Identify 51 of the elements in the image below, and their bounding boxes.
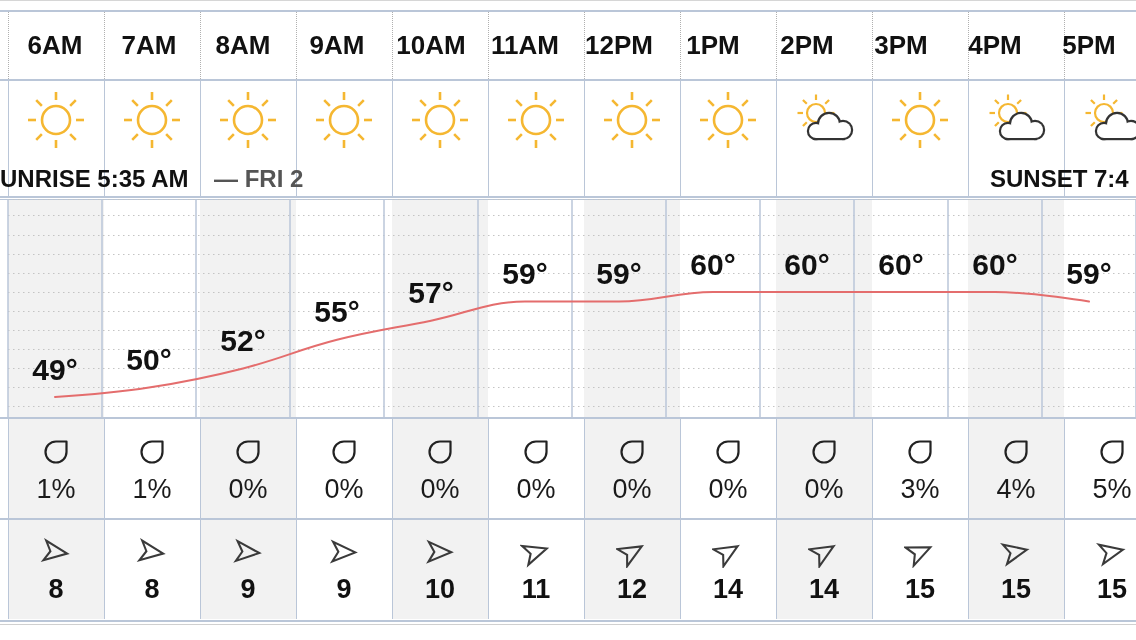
data-label: 11	[520, 574, 552, 604]
text: — FRI 2	[214, 165, 304, 192]
data-label: 0%	[611, 474, 653, 504]
data-label: 60°	[972, 247, 1018, 281]
data-label: 59°	[502, 257, 548, 291]
data-label: 49°	[32, 352, 78, 386]
data-label: 0%	[323, 474, 365, 504]
data-label: 52°	[220, 323, 266, 357]
text: UNRISE 5:35 AM	[0, 165, 189, 192]
x-tick-label: 3PM	[874, 30, 928, 60]
data-label: 15	[903, 574, 936, 604]
data-label: 0%	[419, 474, 461, 504]
data-label: 9	[335, 574, 353, 604]
data-label: 0%	[227, 474, 269, 504]
x-tick-label: 5PM	[1062, 30, 1116, 60]
data-label: 50°	[126, 343, 172, 376]
x-tick-label: 4PM	[968, 30, 1022, 60]
data-label: 1%	[131, 474, 173, 504]
data-label: 8	[143, 574, 161, 604]
data-label: 60°	[784, 247, 830, 281]
data-label: 8	[47, 574, 65, 604]
data-label: 0%	[707, 474, 749, 504]
data-label: 14	[711, 574, 744, 604]
x-tick-label: 1PM	[686, 30, 740, 60]
x-tick-label: 11AM	[491, 30, 559, 60]
data-label: 10	[423, 574, 456, 604]
data-label: 60°	[690, 247, 736, 281]
text: SUNSET 7:4	[990, 165, 1129, 192]
x-tick-label: 12PM	[585, 30, 653, 60]
data-label: 15	[999, 574, 1032, 604]
x-tick-label: 10AM	[396, 30, 466, 60]
data-label: 15	[1095, 574, 1128, 604]
x-tick-label: 6AM	[27, 30, 83, 60]
data-label: 12	[615, 574, 648, 604]
data-label: 55°	[314, 295, 360, 329]
data-label: 1%	[35, 474, 77, 504]
x-tick-label: 8AM	[215, 30, 271, 60]
data-label: 60°	[878, 247, 924, 281]
data-label: 57°	[408, 276, 454, 310]
data-label: 0%	[803, 474, 845, 504]
x-tick-label: 9AM	[309, 30, 365, 60]
x-tick-label: 7AM	[121, 30, 177, 60]
data-label: 5%	[1091, 474, 1133, 504]
data-label: 4%	[995, 474, 1037, 504]
data-label: 3%	[899, 474, 941, 504]
data-label: 59°	[1066, 257, 1112, 291]
data-label: 0%	[515, 474, 557, 504]
x-tick-label: 2PM	[780, 30, 834, 60]
data-label: 14	[807, 574, 840, 604]
data-label: 59°	[596, 257, 642, 291]
data-label: 9	[239, 574, 257, 604]
